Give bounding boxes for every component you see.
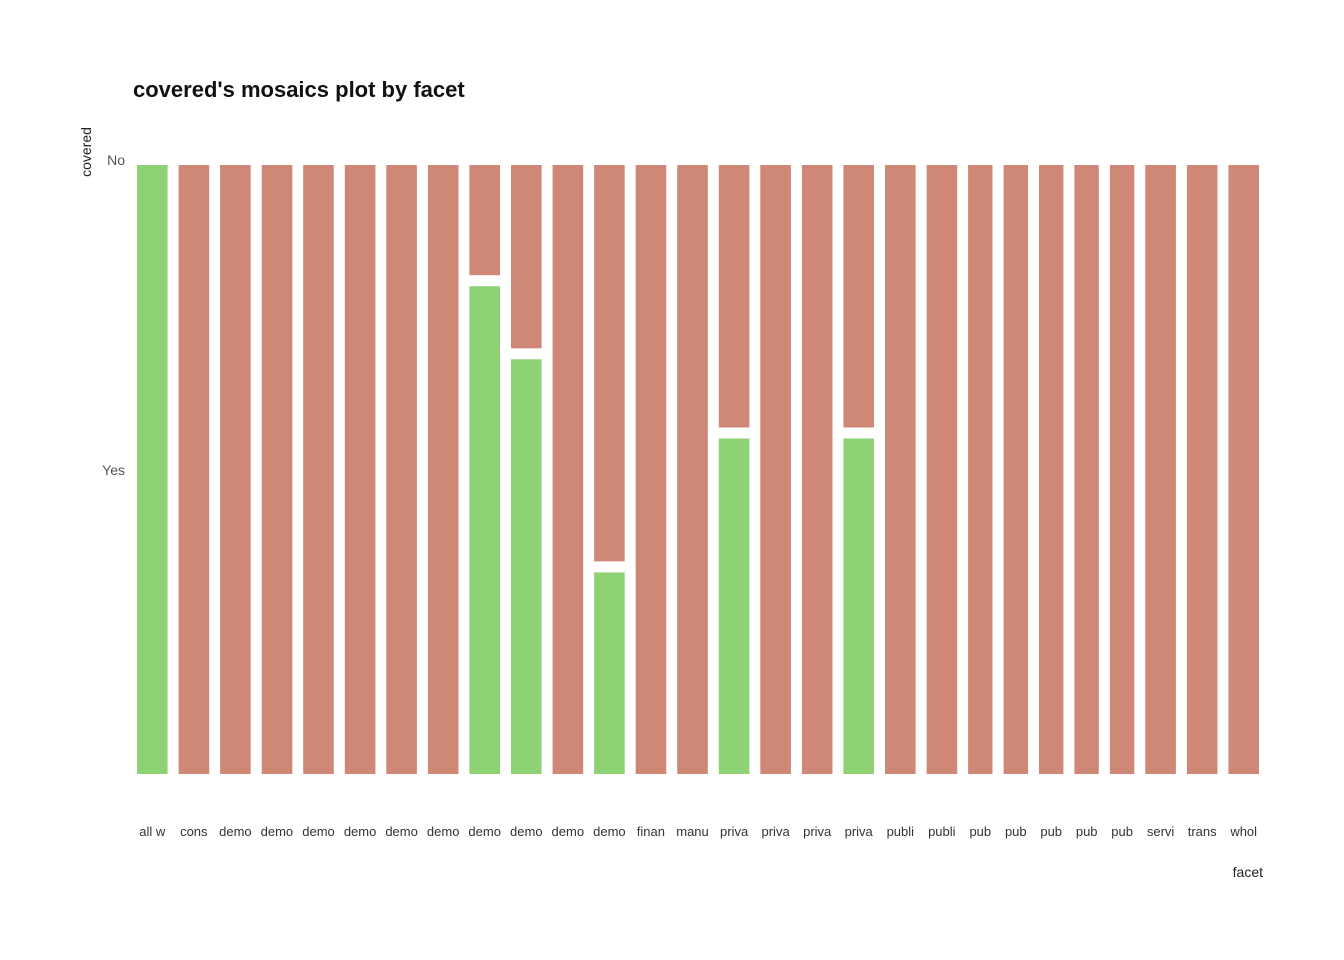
- bar-no-4: [303, 165, 334, 774]
- bar-no-21: [1003, 165, 1028, 774]
- x-tick-label: servi: [1147, 824, 1175, 839]
- bar-no-20: [968, 165, 993, 774]
- x-tick-label: finan: [637, 824, 665, 839]
- chart-title: covered's mosaics plot by facet: [133, 77, 465, 102]
- x-tick-label: all w: [139, 824, 166, 839]
- x-tick-label: demo: [427, 824, 460, 839]
- bar-yes-0: [137, 165, 168, 774]
- bar-no-16: [801, 165, 833, 774]
- y-tick-label: No: [107, 152, 125, 168]
- bar-no-14: [718, 165, 750, 428]
- x-axis-label: facet: [1233, 864, 1263, 880]
- bar-no-25: [1145, 165, 1176, 774]
- x-tick-label: publi: [928, 824, 956, 839]
- bar-no-19: [926, 165, 958, 774]
- bar-no-6: [386, 165, 417, 774]
- bar-no-15: [760, 165, 791, 774]
- bar-no-17: [843, 165, 874, 428]
- x-tick-label: manu: [676, 824, 709, 839]
- bars: [137, 165, 1259, 774]
- bar-no-27: [1228, 165, 1259, 774]
- x-tick-label: pub: [969, 824, 991, 839]
- x-tick-label: priva: [803, 824, 832, 839]
- x-tick-label: publi: [887, 824, 915, 839]
- bar-no-2: [220, 165, 251, 774]
- x-tick-label: whol: [1229, 824, 1257, 839]
- x-tick-label: priva: [720, 824, 749, 839]
- bar-no-7: [427, 165, 459, 774]
- bar-no-9: [511, 165, 542, 349]
- bar-yes-17: [843, 438, 874, 774]
- bar-no-26: [1186, 165, 1218, 774]
- x-tick-label: pub: [1111, 824, 1133, 839]
- bar-no-1: [178, 165, 210, 774]
- bar-no-13: [677, 165, 708, 774]
- x-tick-label: trans: [1188, 824, 1217, 839]
- x-tick-label: demo: [468, 824, 501, 839]
- bar-no-18: [885, 165, 916, 774]
- bar-no-24: [1109, 165, 1135, 774]
- x-tick-label: priva: [845, 824, 874, 839]
- bar-no-22: [1039, 165, 1064, 774]
- x-tick-label: pub: [1005, 824, 1027, 839]
- bar-no-10: [552, 165, 584, 774]
- bar-no-12: [635, 165, 667, 774]
- x-tick-label: demo: [261, 824, 294, 839]
- x-tick-label: priva: [762, 824, 791, 839]
- bar-no-11: [594, 165, 625, 562]
- x-tick-label: pub: [1040, 824, 1062, 839]
- bar-yes-14: [718, 438, 750, 774]
- x-tick-label: demo: [593, 824, 626, 839]
- y-axis-label: covered: [78, 127, 94, 177]
- bar-no-23: [1074, 165, 1099, 774]
- y-tick-labels: No Yes: [102, 152, 125, 478]
- x-tick-label: demo: [302, 824, 335, 839]
- y-tick-label: Yes: [102, 462, 125, 478]
- bar-no-8: [469, 165, 500, 276]
- x-tick-labels: all w cons demo demo demo demo demo demo demo dem…: [139, 824, 1257, 839]
- x-tick-label: demo: [219, 824, 252, 839]
- x-tick-label: pub: [1076, 824, 1098, 839]
- x-tick-label: demo: [510, 824, 543, 839]
- x-tick-label: demo: [552, 824, 585, 839]
- x-tick-label: demo: [385, 824, 418, 839]
- bar-yes-11: [594, 572, 625, 774]
- bar-yes-8: [469, 286, 500, 774]
- bar-no-5: [344, 165, 376, 774]
- x-tick-label: demo: [344, 824, 377, 839]
- bar-no-3: [261, 165, 293, 774]
- bar-yes-9: [511, 359, 542, 774]
- x-tick-label: cons: [180, 824, 208, 839]
